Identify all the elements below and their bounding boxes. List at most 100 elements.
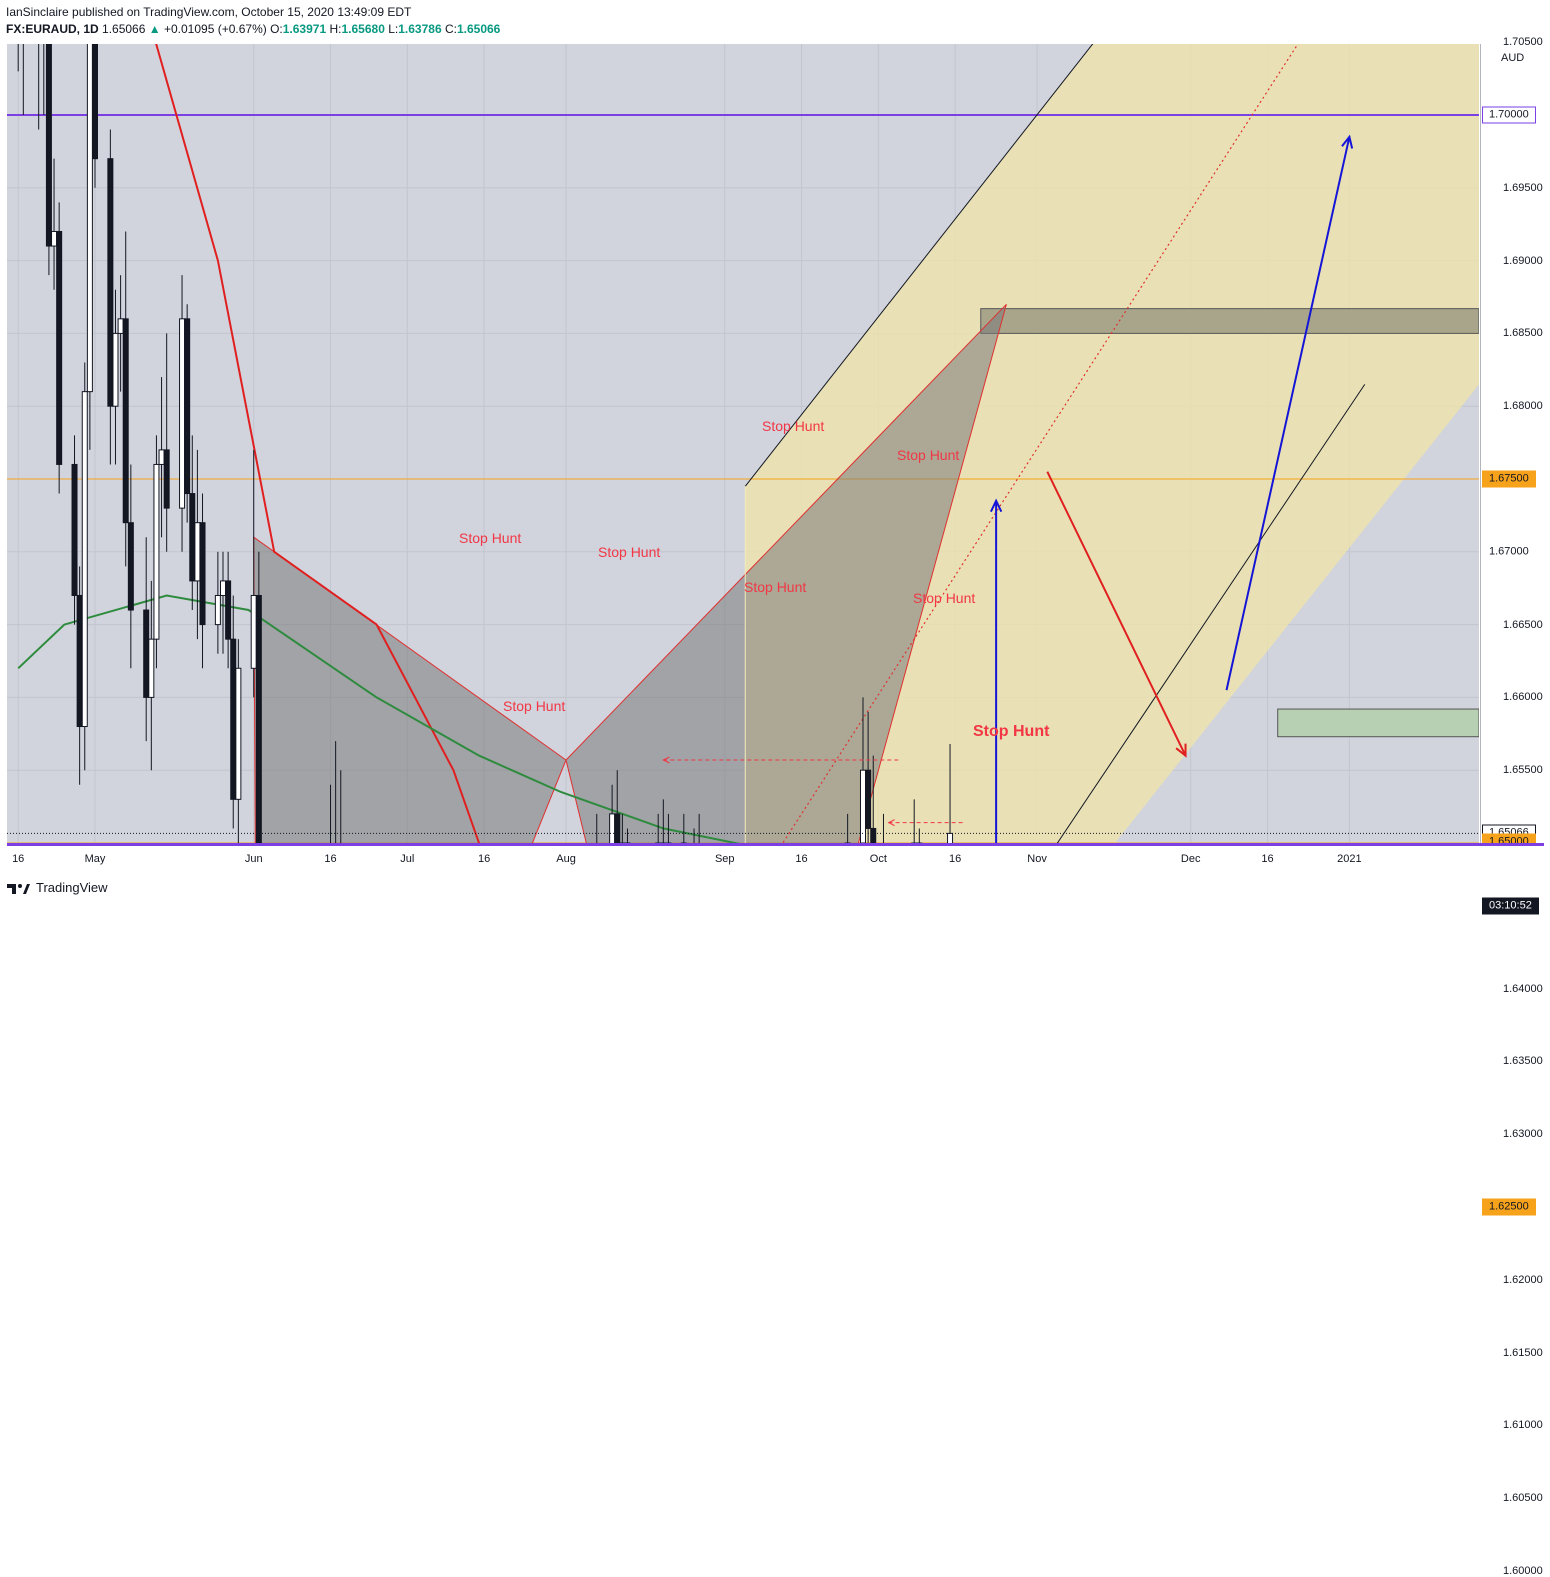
price-tick-label: 1.65500 (1503, 764, 1543, 777)
channel-fill (745, 44, 1479, 843)
candle-bearish (255, 594, 262, 843)
price-tick-label: 1.63500 (1503, 1055, 1543, 1068)
projection-arrow-down (1046, 471, 1187, 757)
candle-bearish (865, 769, 872, 829)
candle-bearish (225, 580, 232, 640)
candle-bearish (189, 493, 196, 582)
symbol-ohlc-line: FX:EURAUD, 1D 1.65066 ▲ +0.01095 (+0.67%… (6, 22, 500, 36)
time-tick-label: 16 (795, 853, 808, 865)
candle-bullish (148, 638, 155, 698)
price-tick-label: 1.64000 (1503, 982, 1543, 995)
time-tick-label: Oct (869, 853, 887, 865)
price-tag: 1.67000 (1482, 543, 1536, 561)
high-label: H: (329, 22, 342, 36)
high-value: 1.65680 (341, 22, 385, 36)
time-tick-label: 16 (324, 853, 337, 865)
low-label: L: (388, 22, 399, 36)
candle-bearish (45, 44, 52, 247)
candle-bullish (194, 522, 201, 582)
price-tick-label: 1.66000 (1503, 691, 1543, 704)
stop-hunt-label: Stop Hunt (913, 590, 976, 606)
open-label: O: (270, 22, 283, 36)
candle-bearish (143, 609, 150, 698)
candle-bearish (107, 158, 114, 407)
candle-bullish (51, 230, 58, 247)
candle-bearish (122, 318, 129, 524)
low-value: 1.63786 (398, 22, 442, 36)
candle-bearish (56, 230, 63, 465)
candle-bullish (153, 463, 160, 640)
symbol-label[interactable]: FX:EURAUD, 1D (6, 22, 99, 36)
price-tick-label: 1.61500 (1503, 1346, 1543, 1359)
price-tag: 1.70000 (1482, 106, 1536, 124)
time-tick-label: Jul (400, 853, 415, 865)
candle-bearish (163, 449, 170, 509)
channel-lower-line (1056, 384, 1366, 843)
candle-bullish (214, 594, 221, 626)
price-tag: 1.62500 (1482, 1198, 1536, 1216)
publisher-line: IanSinclaire published on TradingView.co… (6, 5, 412, 19)
zone-box (1277, 708, 1479, 738)
price-tick-label: 1.69500 (1503, 181, 1543, 194)
time-tick-label: Jun (244, 853, 263, 865)
candle-bearish (614, 813, 621, 843)
projection-arrow-down-head (1175, 743, 1187, 758)
time-tick-label: Nov (1027, 853, 1047, 865)
candle-bearish (184, 318, 191, 495)
price-tick-label: 1.68500 (1503, 327, 1543, 340)
candle-bullish (158, 449, 165, 465)
stop-hunt-label-bold: Stop Hunt (973, 723, 1050, 740)
harmonic-pattern-triangle (253, 536, 567, 843)
candle-bullish (81, 391, 88, 728)
price-axis[interactable]: AUD 1.70500 1.69500 1.69000 1.68500 1.68000 1… (1480, 36, 1545, 1577)
time-tick-label: 16 (12, 853, 25, 865)
time-axis[interactable]: 16 May Jun 16 Jul 16 Aug Sep 16 Oct 16 Nov Dec 16 2021 (7, 843, 1544, 874)
moving-average-red (155, 44, 481, 843)
candle-bullish (86, 44, 93, 393)
time-tick-label: Dec (1180, 853, 1201, 865)
candle-bullish (179, 318, 186, 509)
time-tick-label: 16 (477, 853, 491, 865)
channel-mid-dotted-line (782, 44, 1299, 843)
channel-upper-line (744, 44, 1094, 487)
candle-bullish (250, 594, 257, 669)
candle-bullish (112, 332, 119, 407)
price-tick-label: 1.62000 (1503, 1273, 1543, 1286)
price-change: +0.01095 (+0.67%) (163, 22, 267, 36)
stop-hunt-arrowhead (662, 756, 670, 764)
time-tick-label: 16 (949, 853, 962, 865)
price-tick-label: 1.69000 (1503, 254, 1543, 267)
price-tick-label: 1.66500 (1503, 618, 1543, 631)
price-tick-label: 1.68000 (1503, 400, 1543, 413)
footer-brand[interactable]: TradingView (6, 880, 108, 895)
candle-bullish (220, 580, 226, 596)
chart-plot-area[interactable]: 25 Stop Hunt Stop Hunt Stop Hunt Stop Hu… (7, 44, 1479, 843)
time-tick-label: Sep (714, 853, 735, 865)
price-tick-label: 1.60000 (1503, 1565, 1543, 1577)
candle-bearish (76, 594, 83, 728)
price-tag: 1.67500 (1482, 470, 1536, 488)
time-tick-label: 2021 (1337, 853, 1362, 865)
stop-hunt-label: Stop Hunt (503, 698, 566, 714)
candle-bearish (870, 827, 877, 843)
open-value: 1.63971 (282, 22, 327, 36)
close-label: C: (444, 22, 457, 36)
price-tick-label: 1.60500 (1503, 1492, 1543, 1505)
brand-name: TradingView (36, 880, 108, 895)
candle-bearish (230, 638, 237, 800)
currency-label: AUD (1501, 52, 1525, 64)
time-tick-label: May (84, 853, 106, 865)
chart-svg: 25 (7, 44, 1479, 843)
last-price: 1.65066 (102, 22, 146, 36)
stop-hunt-label: Stop Hunt (897, 447, 960, 463)
candle-bearish (71, 463, 78, 596)
candle-bullish (117, 318, 124, 334)
stop-hunt-label: Stop Hunt (598, 544, 661, 560)
projection-arrow-up (1225, 136, 1351, 691)
stop-hunt-label: Stop Hunt (744, 579, 807, 595)
close-value: 1.65066 (456, 22, 501, 36)
time-tick-label: 16 (1261, 853, 1274, 865)
candle-bearish (199, 522, 206, 626)
time-tick-label: Aug (556, 853, 576, 865)
projection-arrow-up-head (1341, 134, 1354, 149)
